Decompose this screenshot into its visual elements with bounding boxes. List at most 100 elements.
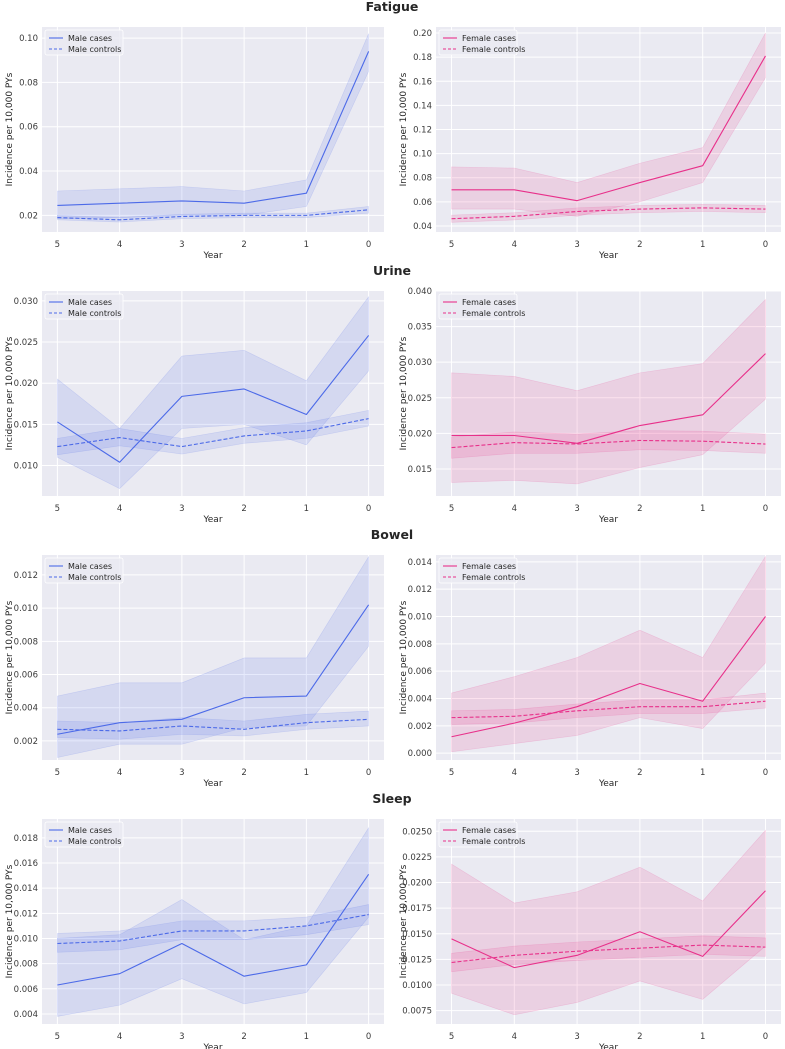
sleep-male-male-cases-ci-band xyxy=(57,826,369,1017)
urine-male-male-controls-line xyxy=(57,418,369,448)
bowel-male-legend-box xyxy=(44,557,124,584)
bowel-female-xtick-label: 4 xyxy=(512,768,517,778)
fatigue-female-legend: Female cases Female controls xyxy=(438,29,525,56)
bowel-male-xtick-label: 0 xyxy=(366,768,371,778)
fatigue-male-legend-label: Male controls xyxy=(68,45,121,54)
fatigue-female-female-cases-ci-band xyxy=(451,32,766,217)
bowel-male-data xyxy=(57,555,370,758)
bowel-female-female-cases-ci-band xyxy=(451,555,766,753)
fatigue-female-female-controls-ci-band xyxy=(451,203,766,223)
bowel-male-legend: Male cases Male controls xyxy=(44,557,124,584)
fatigue-male-ytick-label: 0.02 xyxy=(19,211,38,221)
urine-male-ylabel: Incidence per 10,000 PYs xyxy=(5,336,15,450)
sleep-male-legend-label: Male cases xyxy=(68,826,112,835)
urine-male-xtick-label: 2 xyxy=(241,504,246,514)
bowel-female-ytick-label: 0.012 xyxy=(408,585,432,595)
fatigue-female-data xyxy=(451,32,766,223)
urine-female-female-controls-line xyxy=(451,439,766,449)
urine-male-legend-box xyxy=(44,293,124,320)
sleep-title: Sleep xyxy=(372,791,411,806)
bowel-female-ytick-label: 0.010 xyxy=(408,613,432,623)
fatigue-female-ytick-label: 0.14 xyxy=(413,101,432,111)
fatigue-female-xtick-label: 3 xyxy=(574,240,579,250)
fatigue-female-legend-box xyxy=(438,29,518,56)
fatigue-female-female-cases-line xyxy=(451,55,766,202)
urine-male-xtick-label: 0 xyxy=(366,504,371,514)
fatigue-female-ytick-label: 0.10 xyxy=(413,150,432,160)
bowel-male-plot-area xyxy=(42,555,384,760)
bowel-male-xtick-label: 1 xyxy=(304,768,309,778)
urine-male-legend: Male cases Male controls xyxy=(44,293,124,320)
sleep-male-plot-area xyxy=(42,819,384,1024)
fatigue-male-ytick-label: 0.08 xyxy=(19,78,38,88)
bowel-female-ytick-label: 0.006 xyxy=(408,667,432,677)
urine-male-ytick-label: 0.030 xyxy=(14,297,38,307)
bowel-male-legend-label: Male controls xyxy=(68,573,121,582)
urine-male-male-controls-ci-band xyxy=(57,410,369,456)
urine-female-xtick-label: 5 xyxy=(449,504,454,514)
bowel-female-xtick-label: 1 xyxy=(700,768,705,778)
sleep-group: Sleep 5 4 3 2 1 0 0.004 0.006 0.008 0.010 0.012 0.01… xyxy=(5,791,781,1049)
fatigue-male-xtick-label: 0 xyxy=(366,240,371,250)
urine-male-xtick-label: 5 xyxy=(55,504,60,514)
bowel-female-female-controls-line xyxy=(451,700,766,719)
urine-female-xtick-label: 0 xyxy=(763,504,768,514)
sleep-male-legend-box xyxy=(44,821,124,848)
urine-female-xtick-label: 1 xyxy=(700,504,705,514)
urine-male-ytick-label: 0.025 xyxy=(14,338,38,348)
sleep-male-ytick-label: 0.018 xyxy=(14,834,38,844)
urine-group: Urine 5 4 3 2 1 0 0.010 0.015 0.020 0.025 0.030 Year… xyxy=(5,263,781,525)
urine-title: Urine xyxy=(373,263,411,278)
bowel-male-ylabel: Incidence per 10,000 PYs xyxy=(5,600,15,714)
urine-female-ylabel: Incidence per 10,000 PYs xyxy=(399,336,409,450)
fatigue-male-legend-box xyxy=(44,29,124,56)
urine-female-ytick-label: 0.040 xyxy=(408,287,432,297)
sleep-male-xtick-label: 5 xyxy=(55,1032,60,1042)
urine-male-ytick-label: 0.020 xyxy=(14,379,38,389)
fatigue-male-ylabel: Incidence per 10,000 PYs xyxy=(5,72,15,186)
urine-female-xtick-label: 3 xyxy=(574,504,579,514)
fatigue-female-xtick-label: 1 xyxy=(700,240,705,250)
urine-female-xlabel: Year xyxy=(598,515,618,525)
sleep-male-ytick-label: 0.012 xyxy=(14,909,38,919)
bowel-female-ytick-label: 0.002 xyxy=(408,722,432,732)
sleep-male-male-controls-line xyxy=(57,914,369,945)
bowel-male-ytick-label: 0.004 xyxy=(14,704,38,714)
sleep-male-xtick-label: 3 xyxy=(179,1032,184,1042)
bowel-female-ylabel: Incidence per 10,000 PYs xyxy=(399,600,409,714)
fatigue-female-ytick-label: 0.16 xyxy=(413,77,432,87)
sleep-female-xtick-label: 5 xyxy=(449,1032,454,1042)
urine-female-ytick-label: 0.030 xyxy=(408,358,432,368)
fatigue-male-xtick-label: 3 xyxy=(179,240,184,250)
urine-male-xlabel: Year xyxy=(202,515,222,525)
sleep-male-male-cases-line xyxy=(57,874,370,986)
bowel-male-male-cases-line xyxy=(57,604,370,735)
fatigue-male-xtick-label: 2 xyxy=(241,240,246,250)
sleep-male-panel: 5 4 3 2 1 0 0.004 0.006 0.008 0.010 0.012 0.014 0.01… xyxy=(5,819,384,1049)
bowel-male-ytick-label: 0.012 xyxy=(14,571,38,581)
urine-male-legend-label: Male cases xyxy=(68,298,112,307)
bowel-male-xlabel: Year xyxy=(202,779,222,789)
bowel-female-ytick-label: 0.008 xyxy=(408,640,432,650)
sleep-male-xtick-label: 1 xyxy=(304,1032,309,1042)
sleep-male-ylabel: Incidence per 10,000 PYs xyxy=(5,864,15,978)
bowel-female-legend-box xyxy=(438,557,518,584)
sleep-female-xtick-label: 3 xyxy=(574,1032,579,1042)
sleep-female-ytick-label: 0.0225 xyxy=(402,853,432,863)
fatigue-female-xtick-label: 5 xyxy=(449,240,454,250)
fatigue-male-xtick-label: 4 xyxy=(117,240,122,250)
sleep-male-legend-label: Male controls xyxy=(68,837,121,846)
bowel-female-ytick-label: 0.014 xyxy=(408,558,432,568)
fatigue-female-legend-label: Female controls xyxy=(462,45,525,54)
fatigue-female-xlabel: Year xyxy=(598,251,618,261)
urine-female-panel: 5 4 3 2 1 0 0.015 0.020 0.025 0.030 0.035 0.040 Year… xyxy=(399,287,781,525)
fatigue-male-male-cases-line xyxy=(57,51,370,206)
bowel-male-xtick-label: 4 xyxy=(117,768,122,778)
fatigue-male-legend: Male cases Male controls xyxy=(44,29,124,56)
sleep-female-ytick-label: 0.0250 xyxy=(402,827,432,837)
bowel-group: Bowel 5 4 3 2 1 0 0.002 0.004 0.006 0.008 0.010 0.01… xyxy=(5,527,781,789)
bowel-female-legend: Female cases Female controls xyxy=(438,557,525,584)
fatigue-female-ytick-label: 0.20 xyxy=(413,29,432,39)
sleep-female-legend: Female cases Female controls xyxy=(438,821,525,848)
